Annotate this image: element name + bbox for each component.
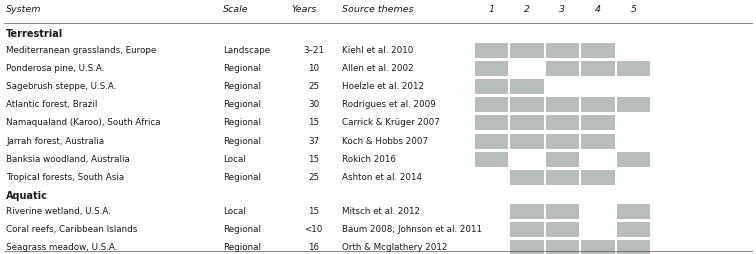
Text: Banksia woodland, Australia: Banksia woodland, Australia (6, 155, 130, 164)
Bar (617, 97, 650, 112)
Text: Regional: Regional (223, 173, 261, 182)
Bar (546, 170, 579, 185)
Bar (510, 241, 544, 254)
Bar (475, 116, 508, 130)
Text: 15: 15 (308, 207, 319, 216)
Text: Rokich 2016: Rokich 2016 (342, 155, 396, 164)
Text: Ashton et al. 2014: Ashton et al. 2014 (342, 173, 423, 182)
Bar (546, 204, 579, 219)
Bar (581, 241, 615, 254)
Text: 2: 2 (524, 5, 530, 14)
Bar (510, 204, 544, 219)
Bar (581, 116, 615, 130)
Text: Ponderosa pine, U.S.A.: Ponderosa pine, U.S.A. (6, 64, 104, 73)
Text: Tropical forests, South Asia: Tropical forests, South Asia (6, 173, 124, 182)
Text: Koch & Hobbs 2007: Koch & Hobbs 2007 (342, 137, 429, 146)
Text: Regional: Regional (223, 225, 261, 234)
Text: 25: 25 (308, 82, 319, 91)
Text: Orth & Mcglathery 2012: Orth & Mcglathery 2012 (342, 243, 448, 252)
Text: Regional: Regional (223, 82, 261, 91)
Bar (546, 43, 579, 58)
Text: Regional: Regional (223, 118, 261, 128)
Bar (510, 43, 544, 58)
Bar (546, 116, 579, 130)
Text: 37: 37 (308, 137, 319, 146)
Text: Atlantic forest, Brazil: Atlantic forest, Brazil (6, 100, 98, 109)
Text: Allen et al. 2002: Allen et al. 2002 (342, 64, 414, 73)
Text: 3: 3 (559, 5, 565, 14)
Text: Carrick & Krüger 2007: Carrick & Krüger 2007 (342, 118, 440, 128)
Text: Regional: Regional (223, 137, 261, 146)
Text: Source themes: Source themes (342, 5, 414, 14)
Bar (546, 152, 579, 167)
Text: Regional: Regional (223, 100, 261, 109)
Bar (510, 170, 544, 185)
Bar (475, 97, 508, 112)
Text: <10: <10 (305, 225, 323, 234)
Text: Riverine wetland, U.S.A.: Riverine wetland, U.S.A. (6, 207, 111, 216)
Text: 15: 15 (308, 155, 319, 164)
Text: Scale: Scale (223, 5, 249, 14)
Text: Local: Local (223, 155, 246, 164)
Text: Baum 2008; Johnson et al. 2011: Baum 2008; Johnson et al. 2011 (342, 225, 482, 234)
Bar (510, 79, 544, 94)
Text: 25: 25 (308, 173, 319, 182)
Bar (510, 222, 544, 237)
Bar (581, 170, 615, 185)
Bar (475, 61, 508, 76)
Bar (546, 97, 579, 112)
Text: Terrestrial: Terrestrial (6, 29, 64, 39)
Text: 30: 30 (308, 100, 319, 109)
Text: Kiehl et al. 2010: Kiehl et al. 2010 (342, 46, 414, 55)
Text: Mediterranean grasslands, Europe: Mediterranean grasslands, Europe (6, 46, 156, 55)
Bar (510, 97, 544, 112)
Bar (546, 241, 579, 254)
Bar (617, 204, 650, 219)
Bar (475, 43, 508, 58)
Bar (475, 79, 508, 94)
Text: Sagebrush steppe, U.S.A.: Sagebrush steppe, U.S.A. (6, 82, 116, 91)
Text: 3–21: 3–21 (303, 46, 324, 55)
Bar (510, 134, 544, 149)
Text: Namaqualand (Karoo), South Africa: Namaqualand (Karoo), South Africa (6, 118, 161, 128)
Text: Landscape: Landscape (223, 46, 270, 55)
Bar (475, 134, 508, 149)
Bar (581, 43, 615, 58)
Bar (546, 61, 579, 76)
Text: Hoelzle et al. 2012: Hoelzle et al. 2012 (342, 82, 424, 91)
Bar (510, 116, 544, 130)
Text: Regional: Regional (223, 243, 261, 252)
Text: System: System (6, 5, 42, 14)
Text: Mitsch et al. 2012: Mitsch et al. 2012 (342, 207, 420, 216)
Bar (581, 134, 615, 149)
Bar (475, 152, 508, 167)
Bar (617, 152, 650, 167)
Text: 1: 1 (488, 5, 494, 14)
Text: Local: Local (223, 207, 246, 216)
Text: Rodrigues et al. 2009: Rodrigues et al. 2009 (342, 100, 436, 109)
Text: 4: 4 (595, 5, 601, 14)
Bar (617, 222, 650, 237)
Text: Coral reefs, Caribbean Islands: Coral reefs, Caribbean Islands (6, 225, 138, 234)
Bar (546, 222, 579, 237)
Text: Jarrah forest, Australia: Jarrah forest, Australia (6, 137, 104, 146)
Text: Years: Years (291, 5, 317, 14)
Text: 10: 10 (308, 64, 319, 73)
Text: 5: 5 (631, 5, 637, 14)
Text: Aquatic: Aquatic (6, 190, 48, 201)
Bar (581, 97, 615, 112)
Text: Regional: Regional (223, 64, 261, 73)
Bar (617, 241, 650, 254)
Text: 15: 15 (308, 118, 319, 128)
Text: 16: 16 (308, 243, 319, 252)
Text: Seagrass meadow, U.S.A.: Seagrass meadow, U.S.A. (6, 243, 117, 252)
Bar (546, 134, 579, 149)
Bar (617, 61, 650, 76)
Bar (581, 61, 615, 76)
